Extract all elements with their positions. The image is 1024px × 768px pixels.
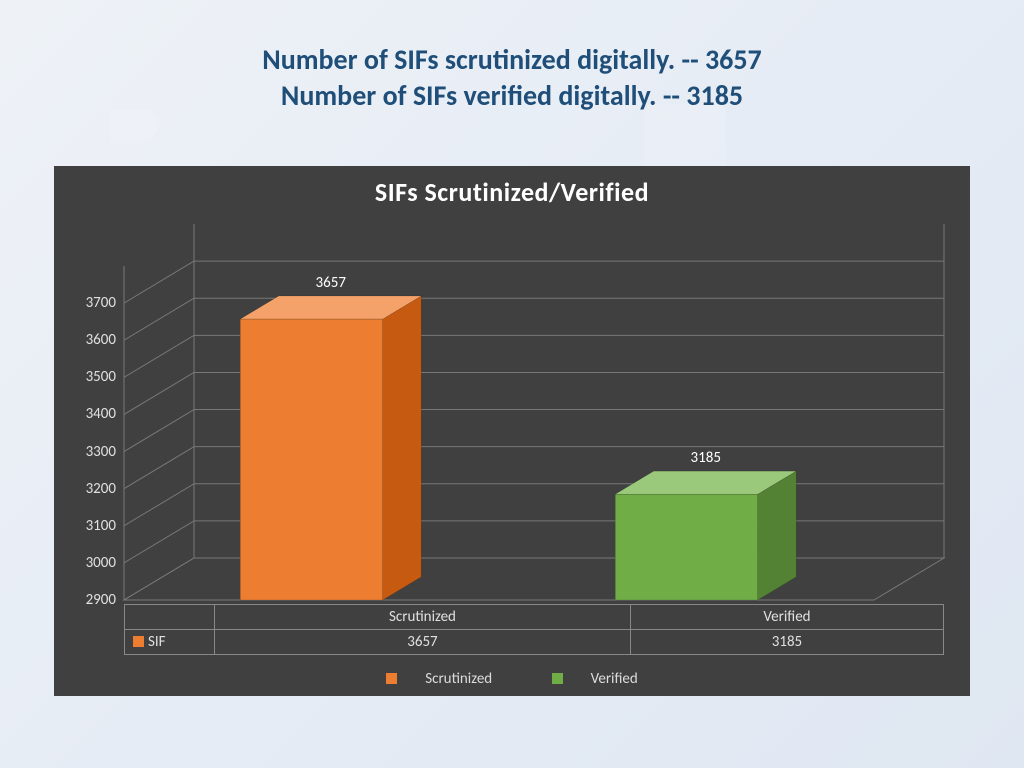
legend-swatch-1 xyxy=(552,673,563,684)
table-cell-1: 3185 xyxy=(630,630,943,655)
chart-svg xyxy=(124,224,944,600)
ytick: 3300 xyxy=(86,443,116,461)
legend-item-1: Verified xyxy=(538,670,652,688)
table-row-header-text: SIF xyxy=(148,633,166,651)
legend-item-0: Scrutinized xyxy=(372,670,509,688)
ytick: 3700 xyxy=(86,294,116,312)
heading-line1: Number of SIFs scrutinized digitally. --… xyxy=(0,42,1024,78)
ytick: 3000 xyxy=(86,554,116,572)
ytick: 3600 xyxy=(86,331,116,349)
heading-line2: Number of SIFs verified digitally. -- 31… xyxy=(0,78,1024,114)
bar-value-label: 3185 xyxy=(691,449,721,467)
table-col-1: Verified xyxy=(630,605,943,630)
table-row-swatch xyxy=(133,636,144,647)
table-row-header: SIF xyxy=(125,630,215,655)
bar-value-label: 3657 xyxy=(316,274,346,292)
ytick: 3100 xyxy=(86,517,116,535)
table-col-0: Scrutinized xyxy=(215,605,631,630)
chart-legend: Scrutinized Verified xyxy=(54,670,970,688)
table-corner xyxy=(125,605,215,630)
chart-panel: SIFs Scrutinized/Verified 29003000310032… xyxy=(54,166,970,696)
ytick: 3500 xyxy=(86,368,116,386)
ytick: 3200 xyxy=(86,480,116,498)
ytick: 3400 xyxy=(86,405,116,423)
chart-data-table: Scrutinized Verified SIF 3657 3185 xyxy=(124,604,944,655)
table-cell-0: 3657 xyxy=(215,630,631,655)
legend-label-1: Verified xyxy=(591,670,638,688)
ytick: 2900 xyxy=(86,591,116,609)
legend-swatch-0 xyxy=(386,673,397,684)
legend-label-0: Scrutinized xyxy=(425,670,492,688)
page-heading: Number of SIFs scrutinized digitally. --… xyxy=(0,42,1024,115)
chart-title: SIFs Scrutinized/Verified xyxy=(54,176,970,208)
chart-plot: 2900300031003200330034003500360037003657… xyxy=(124,224,944,600)
